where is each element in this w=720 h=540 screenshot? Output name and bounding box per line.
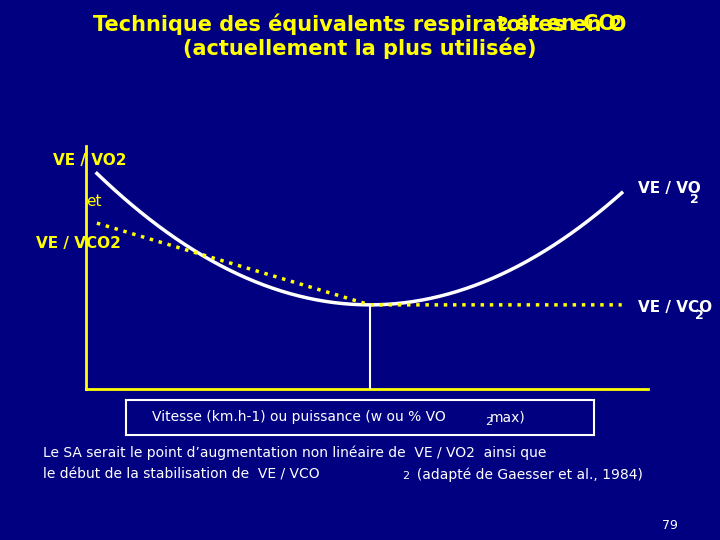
Text: Le SA serait le point d’augmentation non linéaire de  VE / VO2  ainsi que: Le SA serait le point d’augmentation non… xyxy=(43,446,546,460)
Text: et en CO: et en CO xyxy=(508,14,616,33)
Text: 2: 2 xyxy=(690,193,698,206)
Text: S.A.: S.A. xyxy=(353,411,387,426)
Text: 2: 2 xyxy=(485,417,492,428)
Text: 2: 2 xyxy=(611,17,621,32)
Text: 79: 79 xyxy=(662,519,678,532)
Text: (actuellement la plus utilisée): (actuellement la plus utilisée) xyxy=(184,38,536,59)
Text: Vitesse (km.h-1) ou puissance (w ou % VO: Vitesse (km.h-1) ou puissance (w ou % VO xyxy=(153,410,446,424)
Text: le début de la stabilisation de  VE / VCO: le début de la stabilisation de VE / VCO xyxy=(43,467,320,481)
Text: max): max) xyxy=(490,410,526,424)
Text: VE / VO: VE / VO xyxy=(637,181,701,196)
Text: (adapté de Gaesser et al., 1984): (adapté de Gaesser et al., 1984) xyxy=(408,467,642,482)
Text: VE / VCO: VE / VCO xyxy=(637,300,711,315)
Text: et: et xyxy=(86,194,102,210)
Text: Technique des équivalents respiratoires en O: Technique des équivalents respiratoires … xyxy=(94,14,626,35)
Text: VE / VCO2: VE / VCO2 xyxy=(36,235,121,251)
Text: 2: 2 xyxy=(402,471,409,481)
Text: VE / VO2: VE / VO2 xyxy=(53,153,126,168)
Text: 2: 2 xyxy=(696,309,704,322)
Text: 2: 2 xyxy=(498,17,509,32)
